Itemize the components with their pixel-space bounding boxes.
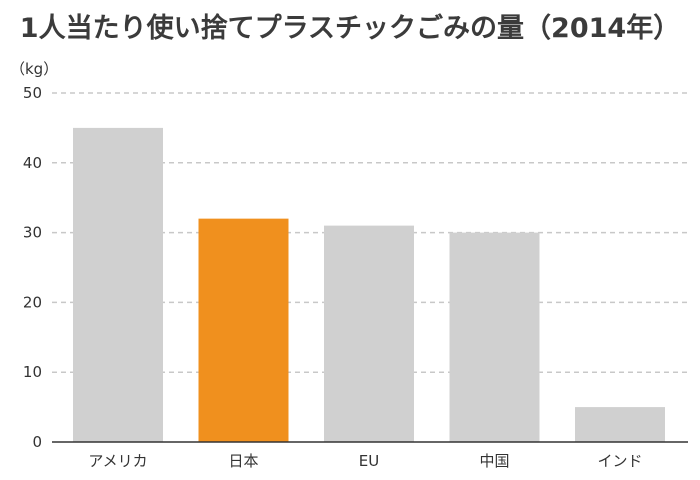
bar [198, 218, 289, 442]
x-tick-label: アメリカ [88, 452, 147, 470]
x-tick-label: EU [359, 452, 379, 470]
y-tick-label: 0 [32, 433, 42, 451]
chart-title: 1人当たり使い捨てプラスチックごみの量（2014年） [19, 13, 681, 44]
y-tick-label: 40 [23, 154, 42, 172]
x-tick-label: 日本 [228, 452, 258, 470]
x-tick-label: インド [597, 452, 642, 470]
bar [73, 127, 163, 443]
y-tick-label: 50 [23, 84, 42, 102]
y-tick-label: 10 [23, 363, 42, 381]
y-tick-label: 20 [23, 293, 42, 311]
bar [449, 232, 540, 442]
bar [575, 407, 665, 442]
bar [324, 225, 414, 442]
y-tick-label: 30 [23, 224, 42, 242]
x-tick-label: 中国 [479, 452, 509, 470]
y-axis-unit-label: （kg） [10, 60, 59, 78]
